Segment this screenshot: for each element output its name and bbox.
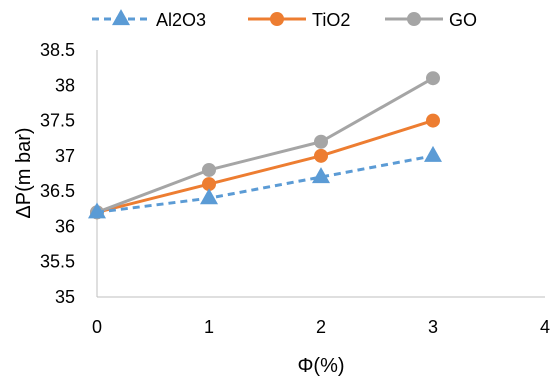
data-point-tio2 — [426, 113, 440, 128]
series-al2o3 — [88, 145, 442, 219]
data-point-go — [314, 134, 328, 149]
data-point-tio2 — [202, 177, 216, 192]
legend-label: TiO2 — [312, 10, 350, 30]
data-point-go — [426, 71, 440, 86]
y-tick-labels: 35 35.5 36 36.5 37 37.5 38 38.5 — [40, 40, 75, 307]
series-line-al2o3 — [96, 154, 434, 214]
y-tick-label: 35 — [55, 287, 75, 307]
series-go — [90, 71, 440, 220]
y-tick-label: 36 — [55, 216, 75, 236]
x-axis-title: Φ(%) — [297, 355, 344, 377]
series-tio2 — [90, 113, 440, 220]
series-group — [88, 71, 442, 220]
x-tick-label: 1 — [204, 317, 214, 337]
y-axis-title: ΔP(m bar) — [13, 127, 35, 218]
axes — [96, 50, 545, 298]
x-tick-label: 3 — [428, 317, 438, 337]
legend-item-al2o3: Al2O3 — [92, 9, 206, 30]
y-tick-label: 37.5 — [40, 111, 75, 131]
x-tick-label: 2 — [316, 317, 326, 337]
legend-item-go: GO — [385, 10, 477, 30]
legend-label: GO — [449, 10, 477, 30]
series-line-go — [96, 76, 434, 214]
y-tick-label: 36.5 — [40, 181, 75, 201]
y-tick-label: 38 — [55, 75, 75, 95]
legend-item-tio2: TiO2 — [248, 10, 350, 30]
x-tick-labels: 0 1 2 3 4 — [92, 317, 550, 337]
data-point-al2o3 — [88, 202, 106, 219]
legend-marker — [270, 12, 284, 26]
data-point-go — [202, 162, 216, 177]
series-line-tio2 — [96, 119, 434, 214]
legend: Al2O3 TiO2 GO — [92, 9, 477, 30]
data-point-al2o3 — [424, 145, 442, 162]
x-tick-label: 4 — [540, 317, 550, 337]
y-tick-label: 38.5 — [40, 40, 75, 60]
y-tick-label: 37 — [55, 146, 75, 166]
x-tick-label: 0 — [92, 317, 102, 337]
data-point-tio2 — [314, 148, 328, 163]
legend-marker — [407, 12, 421, 26]
data-point-al2o3 — [312, 167, 330, 184]
legend-marker — [112, 9, 130, 26]
data-point-al2o3 — [200, 188, 218, 205]
y-tick-label: 35.5 — [40, 252, 75, 272]
legend-label: Al2O3 — [156, 10, 206, 30]
